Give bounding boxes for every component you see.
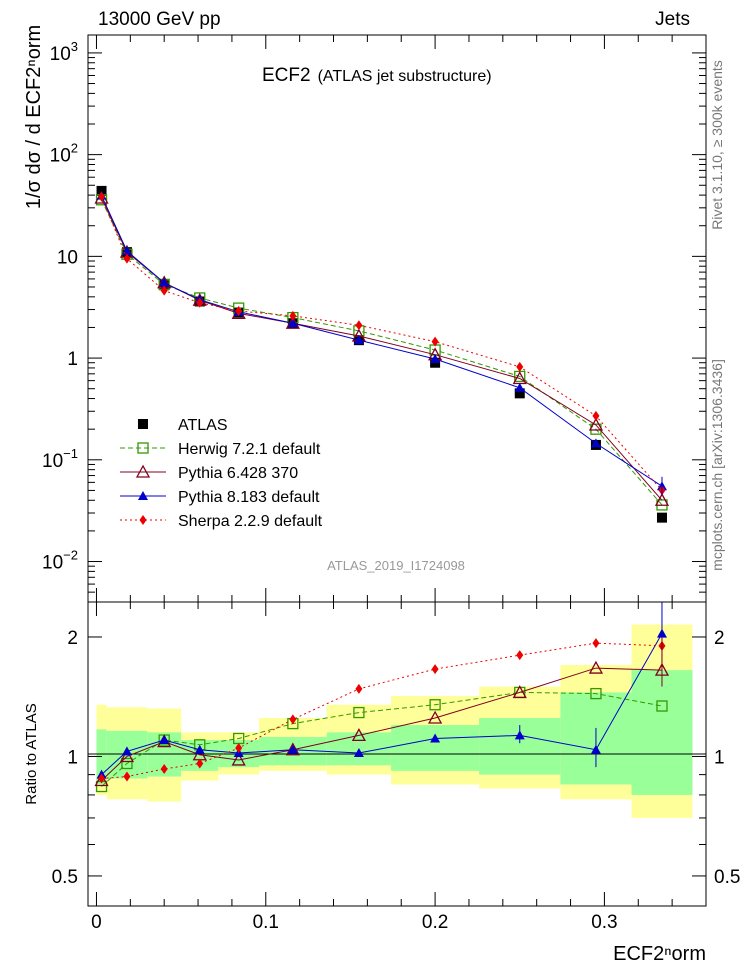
legend-marker <box>138 419 148 429</box>
main-pythia-8-183-default-point <box>430 353 441 363</box>
title-text: ECF2 <box>262 65 311 86</box>
legend-label: Pythia 6.428 370 <box>178 465 298 482</box>
ratio-herwig-7-2-1-default-point <box>590 687 602 700</box>
legend: ATLAS Herwig 7.2.1 default Pythia 6.428 37… <box>120 417 323 530</box>
y-tick-label: 1 <box>67 349 78 370</box>
main-axis-ticks: 10−2 10−1 1 10 102 103 <box>42 35 706 603</box>
main-sherpa-2-2-9-default-point <box>160 285 168 296</box>
ratio-axis-ticks: 0.5 0.5 1 1 2 2 0 0.1 0.2 0.3 <box>52 588 740 933</box>
ratio-herwig-7-2-1-default-point <box>656 700 668 712</box>
ratio-pythia-6-428-370-point <box>285 742 300 756</box>
subtitle-text: (ATLAS jet substructure) <box>318 68 492 85</box>
ratio-sherpa-2-2-9-default-line <box>101 642 662 779</box>
main-sherpa-2-2-9-default-line <box>101 196 663 491</box>
ratio-pythia-6-428-370-point <box>119 749 135 763</box>
ratio-herwig-7-2-1-default-point <box>429 699 441 711</box>
main-sherpa-2-2-9-default-point <box>516 361 524 372</box>
mcplots-label: mcplots.cern.ch [arXiv:1306.3436] <box>709 359 725 571</box>
main-series-group <box>94 185 670 523</box>
main-pythia-8-183-default-point <box>514 382 525 392</box>
ratio-sherpa-2-2-9-default-point <box>355 683 363 694</box>
ratio-series-group <box>94 602 670 793</box>
header-left: 13000 GeV pp <box>98 9 221 30</box>
ratio-sherpa-2-2-9-default-point <box>289 714 297 725</box>
main-y-label: 1/σ dσ / d ECF2ⁿorm <box>23 25 45 209</box>
ratio-y-tick-label: 2 <box>67 628 78 649</box>
main-sherpa-2-2-9-default-point <box>592 410 600 421</box>
y-tick-label: 10−2 <box>42 548 78 574</box>
ratio-y-tick-label-right: 0.5 <box>714 867 740 888</box>
ratio-sherpa-2-2-9-default-point <box>516 650 524 661</box>
ratio-pythia-6-428-370-point <box>588 660 604 674</box>
ratio-uncertainty-bands <box>96 624 693 818</box>
main-atlas-point <box>656 512 667 523</box>
x-tick-label: 0.3 <box>591 912 617 933</box>
legend-marker <box>135 464 151 478</box>
main-pythia-8-183-default-point <box>590 438 601 448</box>
main-pythia-8-183-default-point <box>159 277 170 287</box>
x-tick-label: 0 <box>91 912 102 933</box>
header-right: Jets <box>655 9 690 30</box>
x-tick-label: 0.1 <box>253 912 279 933</box>
main-title: ECF2 (ATLAS jet substructure) <box>262 65 492 86</box>
main-pythia-6-428-370-point <box>654 492 670 506</box>
rivet-label: Rivet 3.1.10, ≥ 300k events <box>709 60 725 230</box>
main-sherpa-2-2-9-default-point <box>123 253 131 264</box>
y-tick-label: 10−1 <box>42 446 78 472</box>
ratio-y-label: Ratio to ATLAS <box>23 703 40 804</box>
main-sherpa-2-2-9-default-point <box>235 306 243 317</box>
watermark: ATLAS_2019_I1724098 <box>327 558 465 573</box>
main-pythia-8-183-default-point <box>287 318 298 328</box>
ratio-sherpa-2-2-9-default-point <box>592 638 600 649</box>
main-herwig-7-2-1-default-line <box>101 199 663 506</box>
ratio-pythia-8-183-default-point <box>287 744 298 754</box>
ratio-herwig-7-2-1-default-point <box>121 757 133 770</box>
ratio-y-tick-label: 1 <box>67 747 78 768</box>
main-sherpa-2-2-9-default-point <box>196 297 204 308</box>
ratio-inner-band <box>631 670 693 795</box>
legend-marker <box>139 515 147 525</box>
ratio-x-label: ECF2ⁿorm <box>613 943 706 965</box>
main-sherpa-2-2-9-default-point <box>431 336 439 347</box>
main-sherpa-2-2-9-default-point <box>289 310 297 321</box>
main-sherpa-2-2-9-default-point <box>98 191 106 202</box>
ratio-pythia-6-428-370-point <box>512 685 527 699</box>
ratio-sherpa-2-2-9-default-point <box>196 758 204 769</box>
ratio-y-tick-label-right: 2 <box>714 628 725 649</box>
ratio-sherpa-2-2-9-default-point <box>123 771 131 782</box>
y-tick-label: 102 <box>50 141 78 167</box>
ratio-pythia-8-183-default-point <box>430 733 441 743</box>
legend-marker <box>137 442 149 454</box>
main-pythia-8-183-default-point <box>353 335 364 345</box>
ratio-inner-band <box>391 725 480 771</box>
ratio-pythia-8-183-default-point <box>159 735 170 745</box>
legend-label: Sherpa 2.2.9 default <box>178 513 323 530</box>
ratio-herwig-7-2-1-default-point <box>353 706 365 719</box>
x-tick-label: 0.2 <box>422 912 448 933</box>
ratio-pythia-6-428-370-point <box>351 728 366 742</box>
legend-label: ATLAS <box>178 417 228 434</box>
ratio-pythia-8-183-default-point <box>121 746 132 756</box>
y-tick-label: 10 <box>57 247 78 268</box>
ratio-y-tick-label: 0.5 <box>52 867 78 888</box>
main-sherpa-2-2-9-default-point <box>355 320 363 331</box>
legend-marker <box>138 491 148 500</box>
legend-label: Herwig 7.2.1 default <box>178 441 321 458</box>
ratio-sherpa-2-2-9-default-point <box>98 773 106 784</box>
main-atlas-point <box>514 388 525 399</box>
ratio-y-tick-label-right: 1 <box>714 747 725 768</box>
ratio-panel-frame <box>87 601 707 907</box>
ratio-pythia-6-428-370-point <box>428 710 443 724</box>
ratio-sherpa-2-2-9-default-point <box>235 743 243 754</box>
legend-label: Pythia 8.183 default <box>178 489 320 506</box>
ratio-pythia-6-428-370-point <box>231 752 246 766</box>
y-tick-label: 103 <box>50 39 78 65</box>
ratio-sherpa-2-2-9-default-point <box>160 763 168 774</box>
ratio-pythia-8-183-default-point <box>194 744 205 754</box>
ratio-pythia-6-428-370-point <box>94 773 109 787</box>
ratio-pythia-8-183-default-point <box>353 748 364 758</box>
main-pythia-6-428-370-point <box>588 417 604 431</box>
ratio-sherpa-2-2-9-default-point <box>431 664 439 675</box>
